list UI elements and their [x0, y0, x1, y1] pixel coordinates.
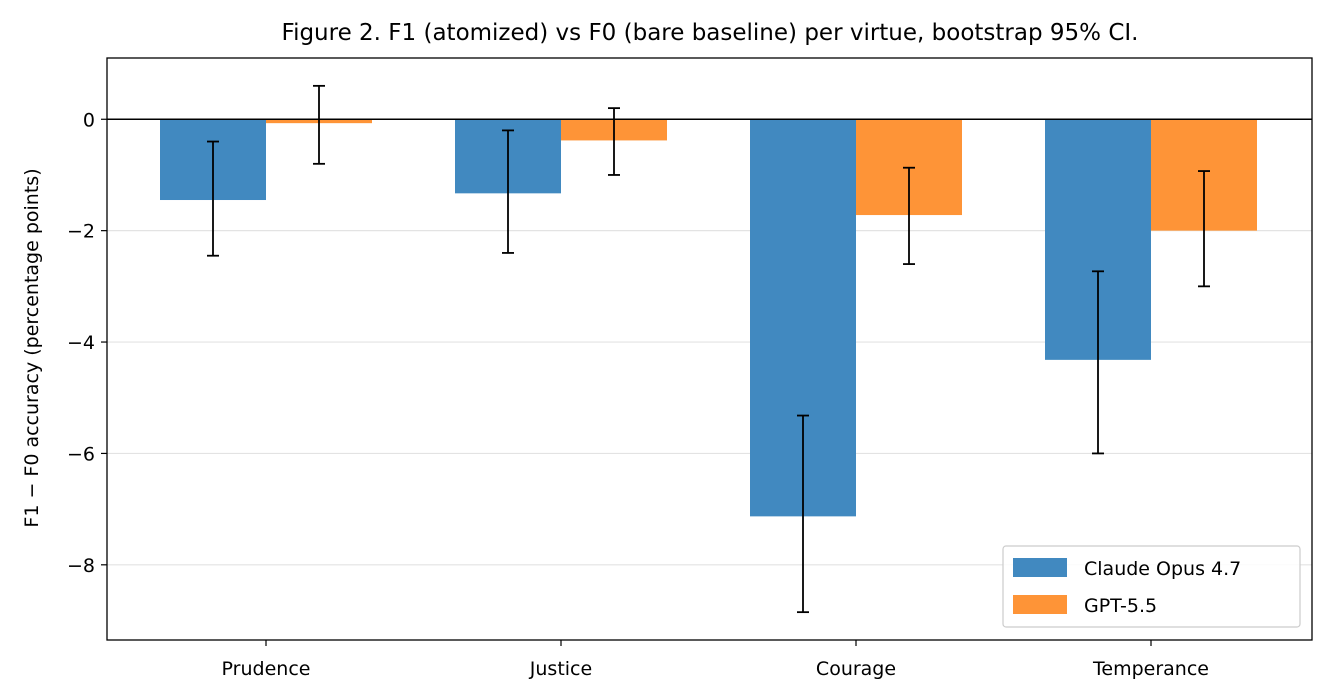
legend: Claude Opus 4.7 GPT-5.5	[1002, 545, 1301, 628]
bars	[160, 119, 1257, 517]
y-tick-label: −8	[67, 555, 95, 577]
x-tick-label: Prudence	[222, 658, 311, 680]
legend-label-claude: Claude Opus 4.7	[1084, 558, 1241, 580]
legend-swatch-gpt	[1013, 595, 1067, 614]
x-tick-label: Courage	[816, 658, 896, 680]
legend-swatch-claude	[1013, 558, 1067, 577]
x-axis-ticks: Prudence Justice Courage Temperance	[222, 640, 1209, 680]
y-axis-label: F1 − F0 accuracy (percentage points)	[21, 168, 43, 527]
x-tick-label: Temperance	[1092, 658, 1209, 680]
plot-frame	[106, 57, 1313, 641]
legend-label-gpt: GPT-5.5	[1084, 595, 1157, 617]
legend-box	[1002, 545, 1301, 628]
x-tick-label: Justice	[529, 658, 592, 680]
error-bars	[207, 84, 1210, 614]
y-tick-label: −4	[67, 332, 95, 354]
y-tick-label: −2	[67, 221, 95, 243]
y-tick-label: −6	[67, 443, 95, 465]
chart-title: Figure 2. F1 (atomized) vs F0 (bare base…	[282, 20, 1139, 46]
y-axis-ticks: 0 −2 −4 −6 −8	[67, 109, 107, 577]
y-tick-label: 0	[83, 109, 95, 131]
